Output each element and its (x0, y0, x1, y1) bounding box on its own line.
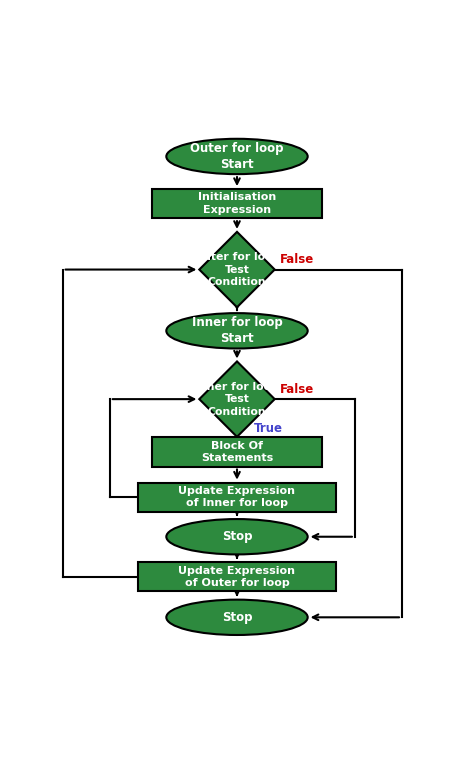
Ellipse shape (166, 519, 308, 554)
Text: Stop: Stop (222, 611, 252, 624)
Ellipse shape (166, 139, 308, 174)
Text: True: True (254, 423, 283, 435)
Ellipse shape (166, 313, 308, 349)
Text: Update Expression
of Outer for loop: Update Expression of Outer for loop (179, 566, 295, 588)
Text: Inner for loop
Test
Condition: Inner for loop Test Condition (195, 382, 279, 417)
Polygon shape (199, 232, 275, 307)
FancyBboxPatch shape (138, 562, 336, 591)
Text: Initialisation
Expression: Initialisation Expression (198, 192, 276, 215)
Ellipse shape (166, 600, 308, 635)
FancyBboxPatch shape (152, 189, 322, 218)
Text: Inner for loop
Start: Inner for loop Start (191, 316, 283, 345)
Text: Stop: Stop (222, 531, 252, 543)
Text: False: False (279, 253, 314, 266)
FancyBboxPatch shape (152, 437, 322, 467)
Text: Update Expression
of Inner for loop: Update Expression of Inner for loop (179, 486, 295, 508)
Text: Outer for loop
Start: Outer for loop Start (190, 142, 284, 171)
Polygon shape (199, 361, 275, 437)
Text: Block Of
Statements: Block Of Statements (201, 440, 273, 463)
Text: False: False (279, 383, 314, 396)
Text: Outer for loop
Test
Condition: Outer for loop Test Condition (194, 252, 280, 287)
FancyBboxPatch shape (138, 483, 336, 512)
